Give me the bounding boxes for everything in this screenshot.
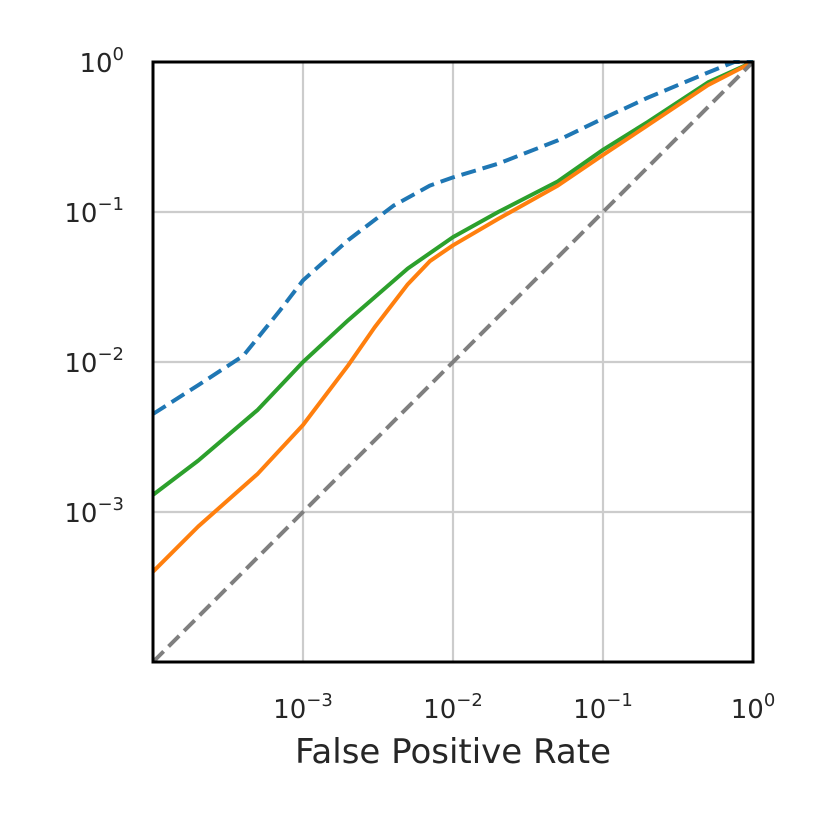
y-tick-label: 10−2 [64,344,124,379]
y-tick-labels: 10−3 10−2 10−1 100 [64,44,124,529]
series-line-1 [151,60,754,497]
x-tick-label: 100 [731,690,776,725]
x-tick-label: 10−1 [573,690,633,725]
y-tick-label: 100 [79,44,124,79]
x-tick-label: 10−3 [273,690,333,725]
series-line-2 [151,60,754,574]
x-tick-labels: 10−3 10−2 10−1 100 [273,690,775,725]
x-axis-title: False Positive Rate [295,732,611,772]
x-tick-label: 10−2 [423,690,483,725]
series-line-3 [151,60,755,664]
y-tick-label: 10−1 [64,194,124,229]
series-lines [151,60,755,664]
y-tick-label: 10−3 [64,494,124,529]
series-line-0 [151,60,753,416]
plot-frame [151,60,755,664]
